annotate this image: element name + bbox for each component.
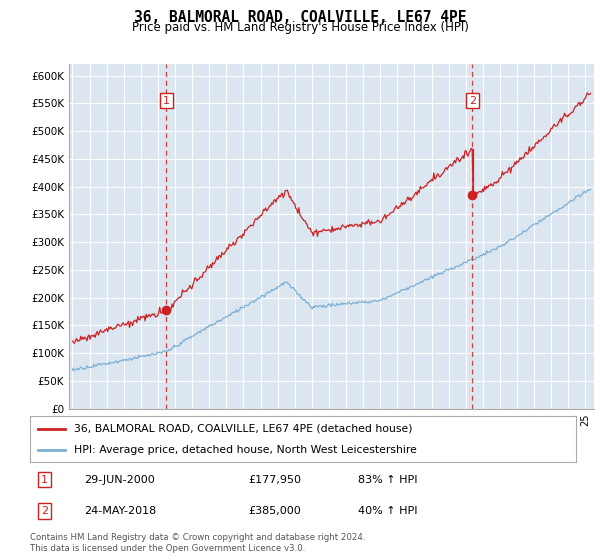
Text: 40% ↑ HPI: 40% ↑ HPI [358,506,417,516]
Text: 36, BALMORAL ROAD, COALVILLE, LE67 4PE: 36, BALMORAL ROAD, COALVILLE, LE67 4PE [134,10,466,25]
Text: £385,000: £385,000 [248,506,301,516]
Text: 2: 2 [469,96,476,106]
Text: £177,950: £177,950 [248,475,301,484]
Text: Price paid vs. HM Land Registry's House Price Index (HPI): Price paid vs. HM Land Registry's House … [131,21,469,34]
Text: 1: 1 [163,96,170,106]
Text: 36, BALMORAL ROAD, COALVILLE, LE67 4PE (detached house): 36, BALMORAL ROAD, COALVILLE, LE67 4PE (… [74,423,412,433]
Text: 24-MAY-2018: 24-MAY-2018 [85,506,157,516]
Text: 1: 1 [41,475,48,484]
Text: HPI: Average price, detached house, North West Leicestershire: HPI: Average price, detached house, Nort… [74,445,416,455]
Text: 29-JUN-2000: 29-JUN-2000 [85,475,155,484]
Text: 83% ↑ HPI: 83% ↑ HPI [358,475,417,484]
Text: Contains HM Land Registry data © Crown copyright and database right 2024.
This d: Contains HM Land Registry data © Crown c… [30,533,365,553]
Text: 2: 2 [41,506,48,516]
